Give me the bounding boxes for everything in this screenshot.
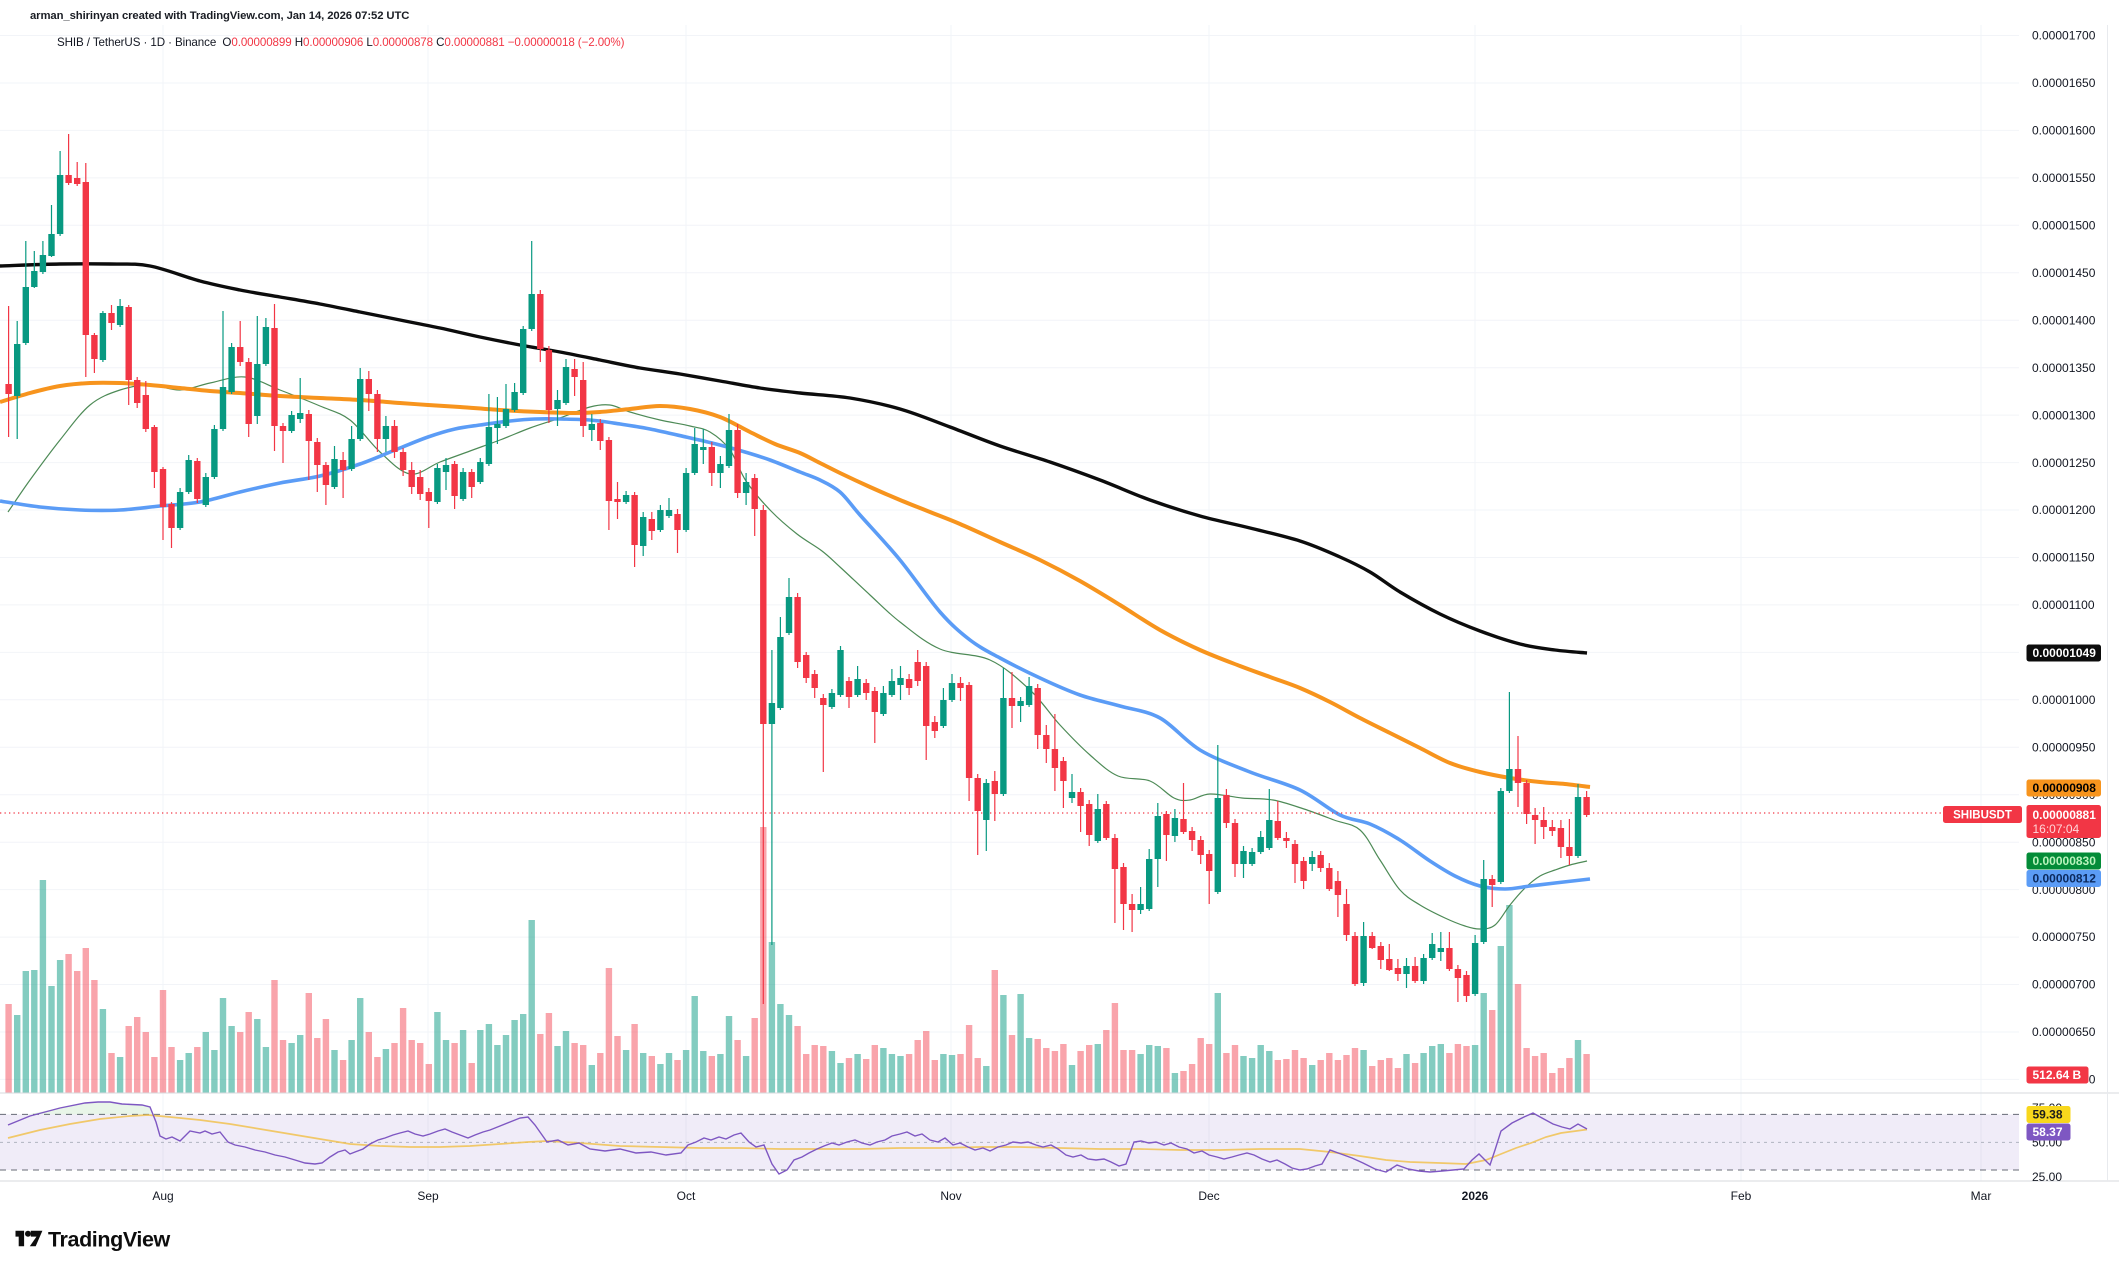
svg-text:TradingView: TradingView	[48, 1228, 171, 1252]
svg-text:59.38: 59.38	[2033, 1108, 2063, 1122]
svg-text:0.00001700: 0.00001700	[2032, 29, 2096, 43]
svg-text:0.00001000: 0.00001000	[2032, 693, 2096, 707]
svg-text:arman_shirinyan created with T: arman_shirinyan created with TradingView…	[30, 10, 409, 22]
svg-text:Mar: Mar	[1971, 1189, 1992, 1203]
svg-text:58.37: 58.37	[2033, 1125, 2063, 1139]
svg-text:0.00001500: 0.00001500	[2032, 219, 2096, 233]
svg-text:0.00000650: 0.00000650	[2032, 1025, 2096, 1039]
svg-text:0.00000881: 0.00000881	[2033, 808, 2097, 822]
svg-text:0.00001450: 0.00001450	[2032, 266, 2096, 280]
svg-text:2026: 2026	[1462, 1189, 1489, 1203]
svg-text:0.00001350: 0.00001350	[2032, 361, 2096, 375]
svg-text:0.00000950: 0.00000950	[2032, 740, 2096, 754]
svg-text:0.00001049: 0.00001049	[2033, 646, 2097, 660]
svg-text:SHIB / TetherUS · 1D · Binance: SHIB / TetherUS · 1D · Binance O0.000008…	[57, 36, 625, 49]
svg-text:SHIBUSDT: SHIBUSDT	[1953, 810, 2012, 822]
svg-text:0.00001550: 0.00001550	[2032, 171, 2096, 185]
svg-text:Feb: Feb	[1731, 1189, 1752, 1203]
svg-text:Nov: Nov	[940, 1189, 961, 1203]
svg-text:0.00001400: 0.00001400	[2032, 313, 2096, 327]
svg-text:0.00000850: 0.00000850	[2032, 835, 2096, 849]
svg-text:16:07:04: 16:07:04	[2033, 822, 2080, 836]
svg-text:0.00000908: 0.00000908	[2033, 781, 2097, 795]
svg-text:0.00001600: 0.00001600	[2032, 124, 2096, 138]
svg-text:0.00001300: 0.00001300	[2032, 408, 2096, 422]
svg-text:0.00000750: 0.00000750	[2032, 930, 2096, 944]
svg-text:0.00000700: 0.00000700	[2032, 978, 2096, 992]
svg-text:0.00001650: 0.00001650	[2032, 76, 2096, 90]
svg-text:0.00001150: 0.00001150	[2032, 551, 2095, 565]
svg-text:25.00: 25.00	[2032, 1170, 2062, 1184]
svg-text:Dec: Dec	[1198, 1189, 1219, 1203]
svg-text:512.64 B: 512.64 B	[2033, 1068, 2082, 1082]
svg-text:0.00000812: 0.00000812	[2033, 872, 2097, 886]
svg-text:Sep: Sep	[417, 1189, 439, 1203]
svg-text:Aug: Aug	[152, 1189, 173, 1203]
svg-text:0.00001250: 0.00001250	[2032, 456, 2096, 470]
svg-text:0.00001200: 0.00001200	[2032, 503, 2096, 517]
svg-text:0.00001100: 0.00001100	[2032, 598, 2095, 612]
svg-text:0.00000830: 0.00000830	[2033, 854, 2097, 868]
svg-text:Oct: Oct	[677, 1189, 696, 1203]
